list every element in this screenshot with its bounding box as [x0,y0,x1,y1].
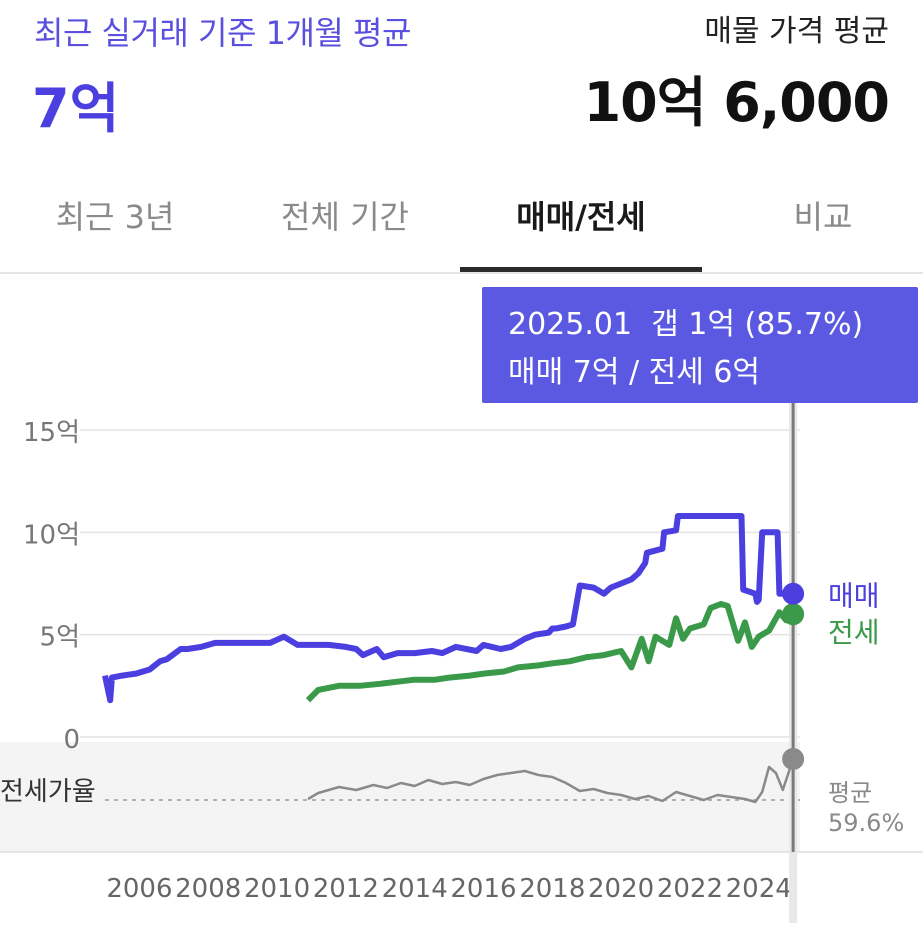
y-tick-label: 15억 [23,418,80,448]
chart-tooltip: 2025.01 갭 1억 (85.7%) 매매 7억 / 전세 6억 [482,287,918,403]
x-tick-label: 2006 [106,874,172,904]
tab-recent-3y[interactable]: 최근 3년 [55,198,175,236]
x-tick-label: 2016 [450,874,516,904]
sale-end-label: 매매 [828,580,880,613]
tab-compare[interactable]: 비교 [793,198,853,236]
series-line-jeonse-ratio [307,758,795,804]
series-line-sale [102,513,794,704]
tab-all-period[interactable]: 전체 기간 [281,198,409,236]
y-tick-label: 10억 [23,520,80,550]
active-tab-underline [460,267,702,272]
x-tick-label: 2022 [657,874,723,904]
x-tick-label: 2008 [175,874,241,904]
ratio-average-label: 평균 [828,779,872,807]
tooltip-price-line: 매매 7억 / 전세 6억 [508,355,761,390]
x-tick-label: 2012 [313,874,379,904]
x-tick-label: 2020 [588,874,654,904]
jeonse-end-point [782,603,805,626]
listing-price-value: 10억 6,000 [583,71,890,134]
ratio-band-bg [0,742,800,852]
series-line-jeonse [305,601,796,703]
ratio-axis-label: 전세가율 [0,777,96,807]
listing-price-label: 매물 가격 평균 [704,14,889,49]
jeonse-end-label: 전세 [828,616,880,649]
x-tick-label: 2014 [382,874,448,904]
x-tick-label: 2018 [519,874,585,904]
sale-end-point [782,582,805,605]
x-tick-label: 2024 [726,874,792,904]
x-tick-label: 2010 [244,874,310,904]
recent-price-label: 최근 실거래 기준 1개월 평균 [34,14,411,52]
ratio-average-value: 59.6% [828,809,904,837]
y-tick-label: 5억 [40,623,80,653]
recent-price-value: 7억 [32,77,120,140]
period-tabs: 최근 3년 전체 기간 매매/전세 비교 [0,180,923,274]
ratio-end-point [782,748,805,770]
y-tick-label: 0 [63,725,80,755]
tab-sale-jeonse[interactable]: 매매/전세 [516,198,646,236]
tooltip-gap-line: 2025.01 갭 1억 (85.7%) [508,307,864,342]
